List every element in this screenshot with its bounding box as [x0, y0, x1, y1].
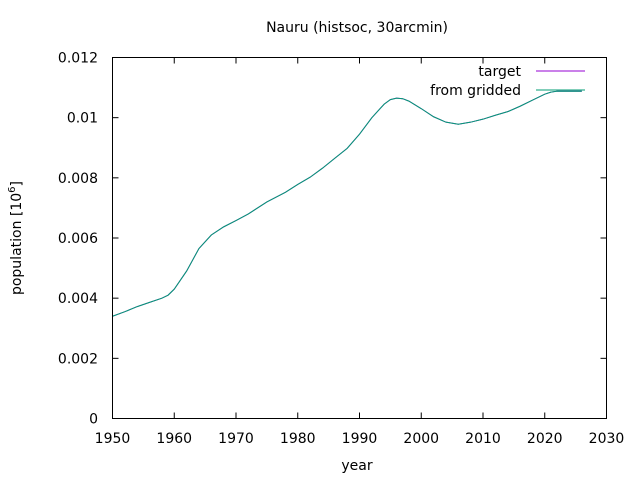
y-tick-label: 0.008	[58, 171, 98, 187]
y-tick-label: 0.01	[67, 111, 98, 127]
x-tick-label: 2020	[527, 431, 563, 447]
y-tick-label: 0.012	[58, 51, 98, 67]
x-tick-label: 2030	[589, 431, 625, 447]
x-axis: 1950 1960 1970 1980 1990 2000 2010 2020 2030	[95, 57, 625, 447]
y-axis-label-text: population [10	[9, 193, 25, 295]
legend: target from gridded	[430, 64, 585, 99]
y-axis-label-close: ]	[9, 181, 25, 186]
y-axis: 0 0.002 0.004 0.006 0.008 0.01 0.012	[58, 51, 607, 428]
legend-label-target: target	[478, 64, 521, 80]
x-axis-label: year	[341, 458, 372, 474]
x-tick-label: 1960	[156, 431, 192, 447]
y-tick-label: 0.004	[58, 291, 98, 307]
chart-title: Nauru (histsoc, 30arcmin)	[266, 20, 448, 36]
series-layer	[112, 90, 582, 317]
series-line-from-gridded	[112, 90, 582, 317]
y-axis-label: population [106]	[7, 181, 25, 295]
x-tick-label: 1990	[342, 431, 378, 447]
plot-frame	[112, 57, 607, 419]
y-tick-label: 0.006	[58, 231, 98, 247]
y-axis-label-exponent: 6	[7, 186, 18, 192]
x-tick-label: 2000	[403, 431, 439, 447]
series-line-target	[112, 90, 582, 317]
y-tick-label: 0	[89, 412, 98, 428]
x-tick-label: 1950	[95, 431, 131, 447]
y-tick-label: 0.002	[58, 351, 98, 367]
x-tick-label: 2010	[465, 431, 501, 447]
x-tick-label: 1970	[218, 431, 254, 447]
x-tick-label: 1980	[280, 431, 316, 447]
legend-label-from-gridded: from gridded	[430, 83, 521, 99]
